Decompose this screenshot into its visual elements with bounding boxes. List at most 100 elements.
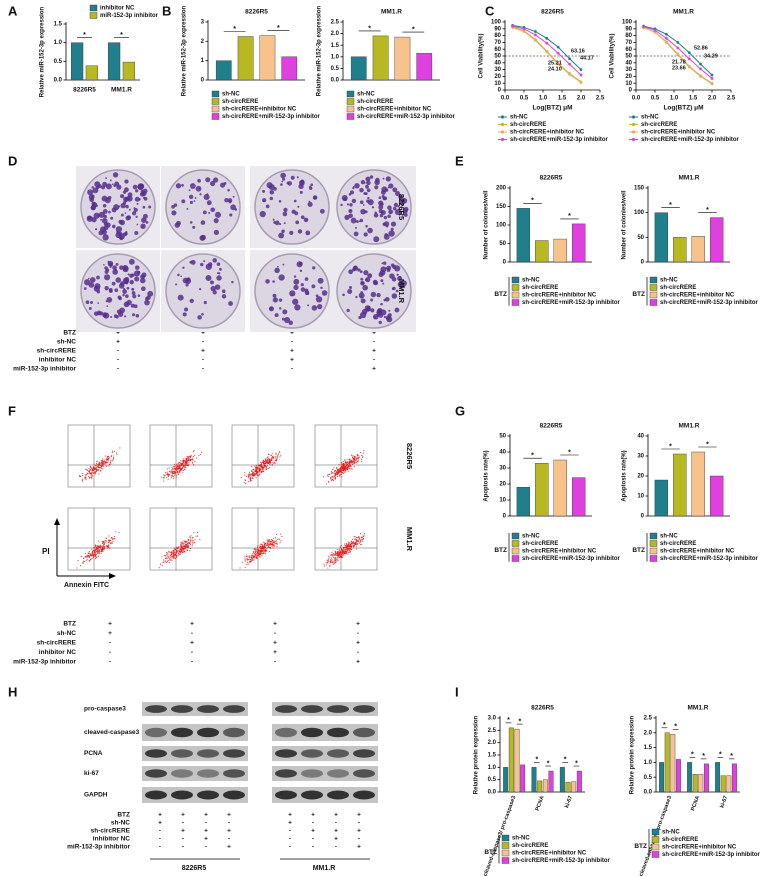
event-dot — [110, 463, 112, 465]
colony — [182, 312, 187, 317]
y-tick-label: 0.0 — [644, 790, 653, 796]
event-dot — [84, 556, 86, 558]
bar — [659, 762, 665, 793]
colony — [348, 213, 353, 219]
blot-band — [275, 749, 297, 758]
event-dot — [192, 543, 194, 545]
colony — [195, 185, 202, 192]
colony — [387, 205, 392, 210]
event-dot — [191, 461, 193, 463]
event-dot — [88, 551, 90, 553]
event-dot — [90, 475, 92, 477]
event-dot — [332, 563, 334, 565]
event-dot — [95, 555, 97, 558]
colony — [126, 299, 132, 306]
event-dot — [87, 555, 90, 557]
event-dot — [177, 469, 179, 471]
event-dot — [179, 462, 181, 464]
event-dot — [333, 475, 335, 477]
colony — [103, 264, 105, 266]
event-dot — [114, 537, 116, 539]
event-dot — [351, 538, 354, 540]
event-dot — [260, 469, 262, 471]
colony — [358, 315, 362, 320]
event-dot — [331, 478, 333, 481]
condition-label: sh-circRERE — [37, 640, 77, 647]
event-dot — [262, 541, 264, 543]
colony — [130, 303, 135, 308]
event-dot — [267, 545, 269, 547]
panel-label: G — [455, 403, 465, 418]
event-dot — [350, 462, 352, 464]
event-dot — [280, 454, 282, 456]
event-dot — [270, 454, 272, 457]
event-dot — [171, 475, 173, 477]
legend-label: sh-circRERE+miR-152-3p inhibitor — [660, 556, 759, 562]
bar — [516, 208, 530, 263]
event-dot — [94, 544, 96, 546]
legend-label: sh-circRERE — [522, 285, 558, 291]
significance-label: * — [547, 760, 550, 767]
event-dot — [173, 472, 175, 474]
bar — [731, 763, 737, 793]
event-dot — [185, 541, 187, 543]
event-dot — [258, 471, 260, 473]
event-dot — [86, 558, 88, 560]
event-dot — [169, 559, 171, 561]
colony — [221, 289, 226, 294]
event-dot — [353, 542, 355, 544]
event-dot — [173, 463, 176, 465]
colony — [278, 199, 282, 203]
event-dot — [338, 475, 340, 477]
event-dot — [258, 554, 260, 556]
condition-mark: + — [356, 640, 360, 647]
colony — [300, 283, 304, 287]
event-dot — [335, 470, 337, 472]
y-tick-label: 1 — [201, 58, 205, 64]
event-dot — [271, 546, 273, 548]
colony — [311, 284, 316, 289]
legend-label: inhibitor NC — [100, 6, 135, 12]
event-dot — [360, 536, 362, 538]
legend-marker — [631, 137, 636, 142]
event-dot — [183, 542, 185, 545]
y-axis-label: Relative protein expression — [474, 715, 480, 794]
event-dot — [335, 474, 337, 476]
event-dot — [262, 466, 264, 468]
event-dot — [352, 463, 354, 465]
event-dot — [261, 544, 263, 546]
event-dot — [184, 547, 186, 549]
event-dot — [88, 472, 91, 474]
event-dot — [87, 556, 89, 558]
colony — [277, 265, 279, 268]
event-dot — [251, 477, 253, 479]
bar — [520, 764, 526, 793]
event-dot — [90, 558, 92, 560]
event-dot — [257, 468, 259, 470]
event-dot — [254, 474, 256, 476]
colony — [200, 262, 204, 267]
blot-band — [197, 769, 219, 778]
data-point — [699, 67, 702, 71]
colony — [91, 186, 94, 189]
event-dot — [99, 548, 101, 550]
event-dot — [326, 559, 328, 561]
event-dot — [263, 465, 265, 467]
event-dot — [349, 550, 352, 552]
event-dot — [338, 557, 340, 559]
event-dot — [327, 473, 329, 475]
event-dot — [175, 552, 177, 554]
y-tick-label: 0.5 — [54, 59, 63, 65]
event-dot — [167, 475, 169, 477]
event-dot — [99, 470, 101, 472]
event-dot — [89, 476, 91, 478]
event-dot — [337, 475, 339, 477]
colony — [189, 183, 196, 189]
event-dot — [257, 467, 259, 469]
event-dot — [328, 473, 330, 476]
colony — [221, 294, 227, 299]
event-dot — [350, 465, 352, 467]
event-dot — [87, 554, 89, 556]
event-dot — [252, 473, 254, 475]
event-dot — [256, 558, 258, 560]
